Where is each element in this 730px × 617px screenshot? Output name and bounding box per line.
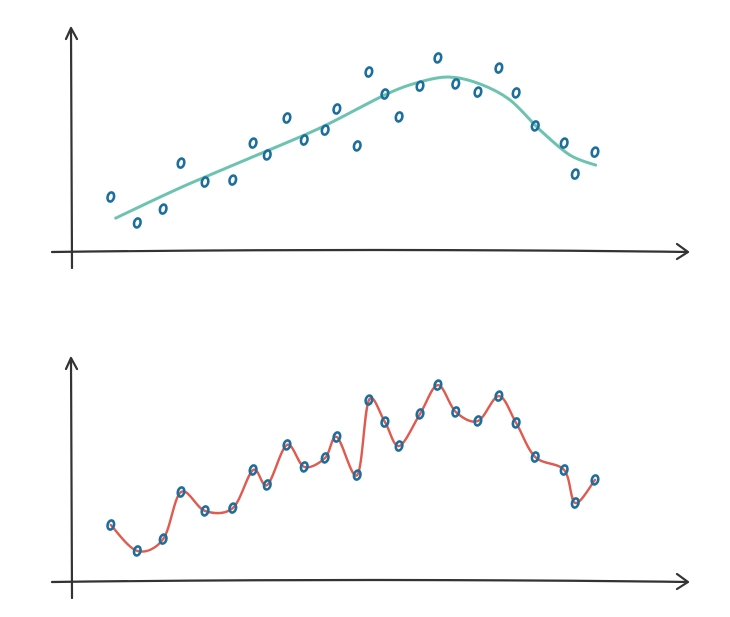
data-point	[132, 545, 142, 557]
data-point	[394, 440, 404, 452]
y-axis	[64, 356, 79, 600]
data-point	[176, 486, 186, 498]
data-point	[332, 103, 342, 115]
data-point	[559, 137, 569, 149]
data-point	[433, 52, 443, 64]
data-point	[320, 124, 330, 136]
data-point	[494, 62, 504, 74]
data-point	[415, 80, 425, 92]
data-point	[511, 87, 521, 99]
data-point	[248, 464, 258, 476]
data-point	[473, 415, 483, 427]
data-point	[262, 479, 272, 491]
data-point	[352, 469, 362, 481]
data-point	[282, 112, 292, 124]
data-point	[511, 417, 521, 429]
data-point	[132, 217, 142, 229]
overfit-curve	[109, 383, 597, 553]
data-point	[559, 464, 569, 476]
data-point	[299, 461, 309, 473]
x-axis	[50, 242, 690, 261]
data-point	[320, 452, 330, 464]
data-point	[530, 120, 540, 132]
data-point	[248, 137, 258, 149]
data-point	[158, 203, 168, 215]
data-point	[364, 394, 374, 406]
data-point	[570, 168, 580, 180]
data-point	[228, 174, 238, 186]
data-point	[394, 111, 404, 123]
data-point	[590, 474, 600, 486]
data-point	[299, 134, 309, 146]
data-point	[200, 176, 210, 188]
data-point	[106, 191, 116, 203]
y-axis	[64, 26, 79, 270]
data-point	[415, 408, 425, 420]
data-point	[473, 86, 483, 98]
data-point	[451, 406, 461, 418]
data-point	[106, 519, 116, 531]
data-point	[262, 149, 272, 161]
fit-curve	[114, 75, 598, 220]
data-point	[570, 497, 580, 509]
data-point	[200, 505, 210, 517]
x-axis	[50, 572, 690, 591]
data-point	[451, 78, 461, 90]
data-point	[494, 390, 504, 402]
data-point	[380, 88, 390, 100]
data-point	[228, 502, 238, 514]
data-point	[380, 416, 390, 428]
data-point	[282, 439, 292, 451]
data-point	[332, 431, 342, 443]
data-point	[364, 66, 374, 78]
data-point	[352, 140, 362, 152]
data-point	[158, 533, 168, 545]
data-point	[530, 451, 540, 463]
data-point	[176, 157, 186, 169]
data-point	[433, 379, 443, 391]
data-point	[590, 146, 600, 158]
